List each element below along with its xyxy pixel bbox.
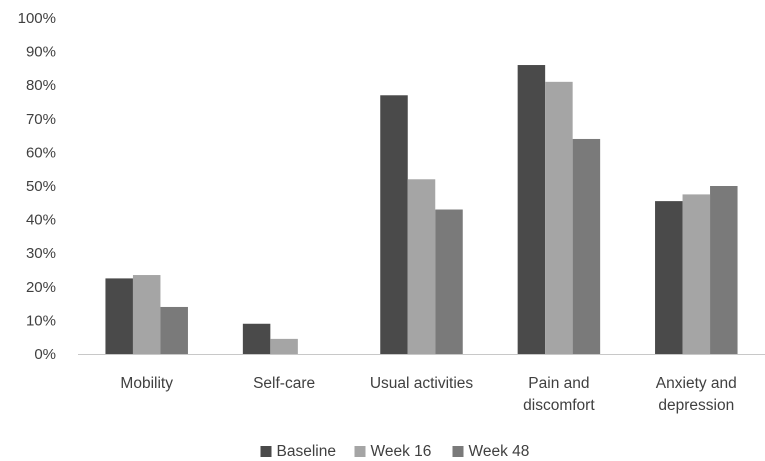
bar-baseline-usual-activities [380,95,408,354]
y-tick-label-10: 10% [26,312,56,329]
bar-week-16-anxiety-and-depression [682,194,711,354]
legend-swatch-week-48 [452,446,464,457]
bar-week-16-pain-and-discomfort [545,81,573,354]
y-tick-label-80: 80% [26,77,56,94]
x-axis: Mobility Self-care Usual activities Pain an… [78,354,765,414]
legend-item-week-16: Week 16 [354,443,432,460]
legend-swatch-baseline [260,446,272,457]
y-tick-label-90: 90% [26,44,56,61]
legend-item-baseline: Baseline [260,443,336,460]
x-tick-label-anxiety-and-depression: Anxiety and depression [656,375,737,414]
x-tick-label-self-care: Self-care [253,375,315,392]
x-tick-label-pain-and-discomfort: Pain and discomfort [523,375,595,414]
legend-label-baseline: Baseline [277,443,336,460]
bar-baseline-pain-and-discomfort [517,65,546,354]
y-tick-label-40: 40% [26,212,56,229]
y-tick-label-100: 100% [18,10,56,27]
bars [105,65,738,354]
y-tick-label-20: 20% [26,279,56,296]
legend-swatch-week-16 [354,446,366,457]
legend-label-week-16: Week 16 [371,443,432,460]
bar-week-48-anxiety-and-depression [710,186,738,354]
y-tick-label-70: 70% [26,111,56,128]
y-tick-label-50: 50% [26,178,56,195]
y-axis: 0% 10% 20% 30% 40% 50% 60% 70% 80% 90% 100% [18,10,56,363]
bar-week-48-mobility [160,306,188,354]
legend-item-week-48: Week 48 [452,443,530,460]
bar-week-48-usual-activities [435,209,463,354]
bar-week-16-usual-activities [407,179,436,354]
y-tick-label-30: 30% [26,245,56,262]
y-tick-label-0: 0% [34,346,56,363]
bar-week-16-mobility [132,275,161,354]
legend-label-week-48: Week 48 [469,443,530,460]
legend: Baseline Week 16 Week 48 [260,443,530,460]
x-tick-label-mobility: Mobility [120,375,173,392]
bar-baseline-anxiety-and-depression [655,201,683,354]
bar-week-16-self-care [270,338,298,354]
y-tick-label-60: 60% [26,144,56,161]
x-tick-label-usual-activities: Usual activities [370,375,474,392]
bar-baseline-self-care [242,323,271,354]
bar-baseline-mobility [105,278,133,354]
bar-week-48-pain-and-discomfort [572,138,601,354]
